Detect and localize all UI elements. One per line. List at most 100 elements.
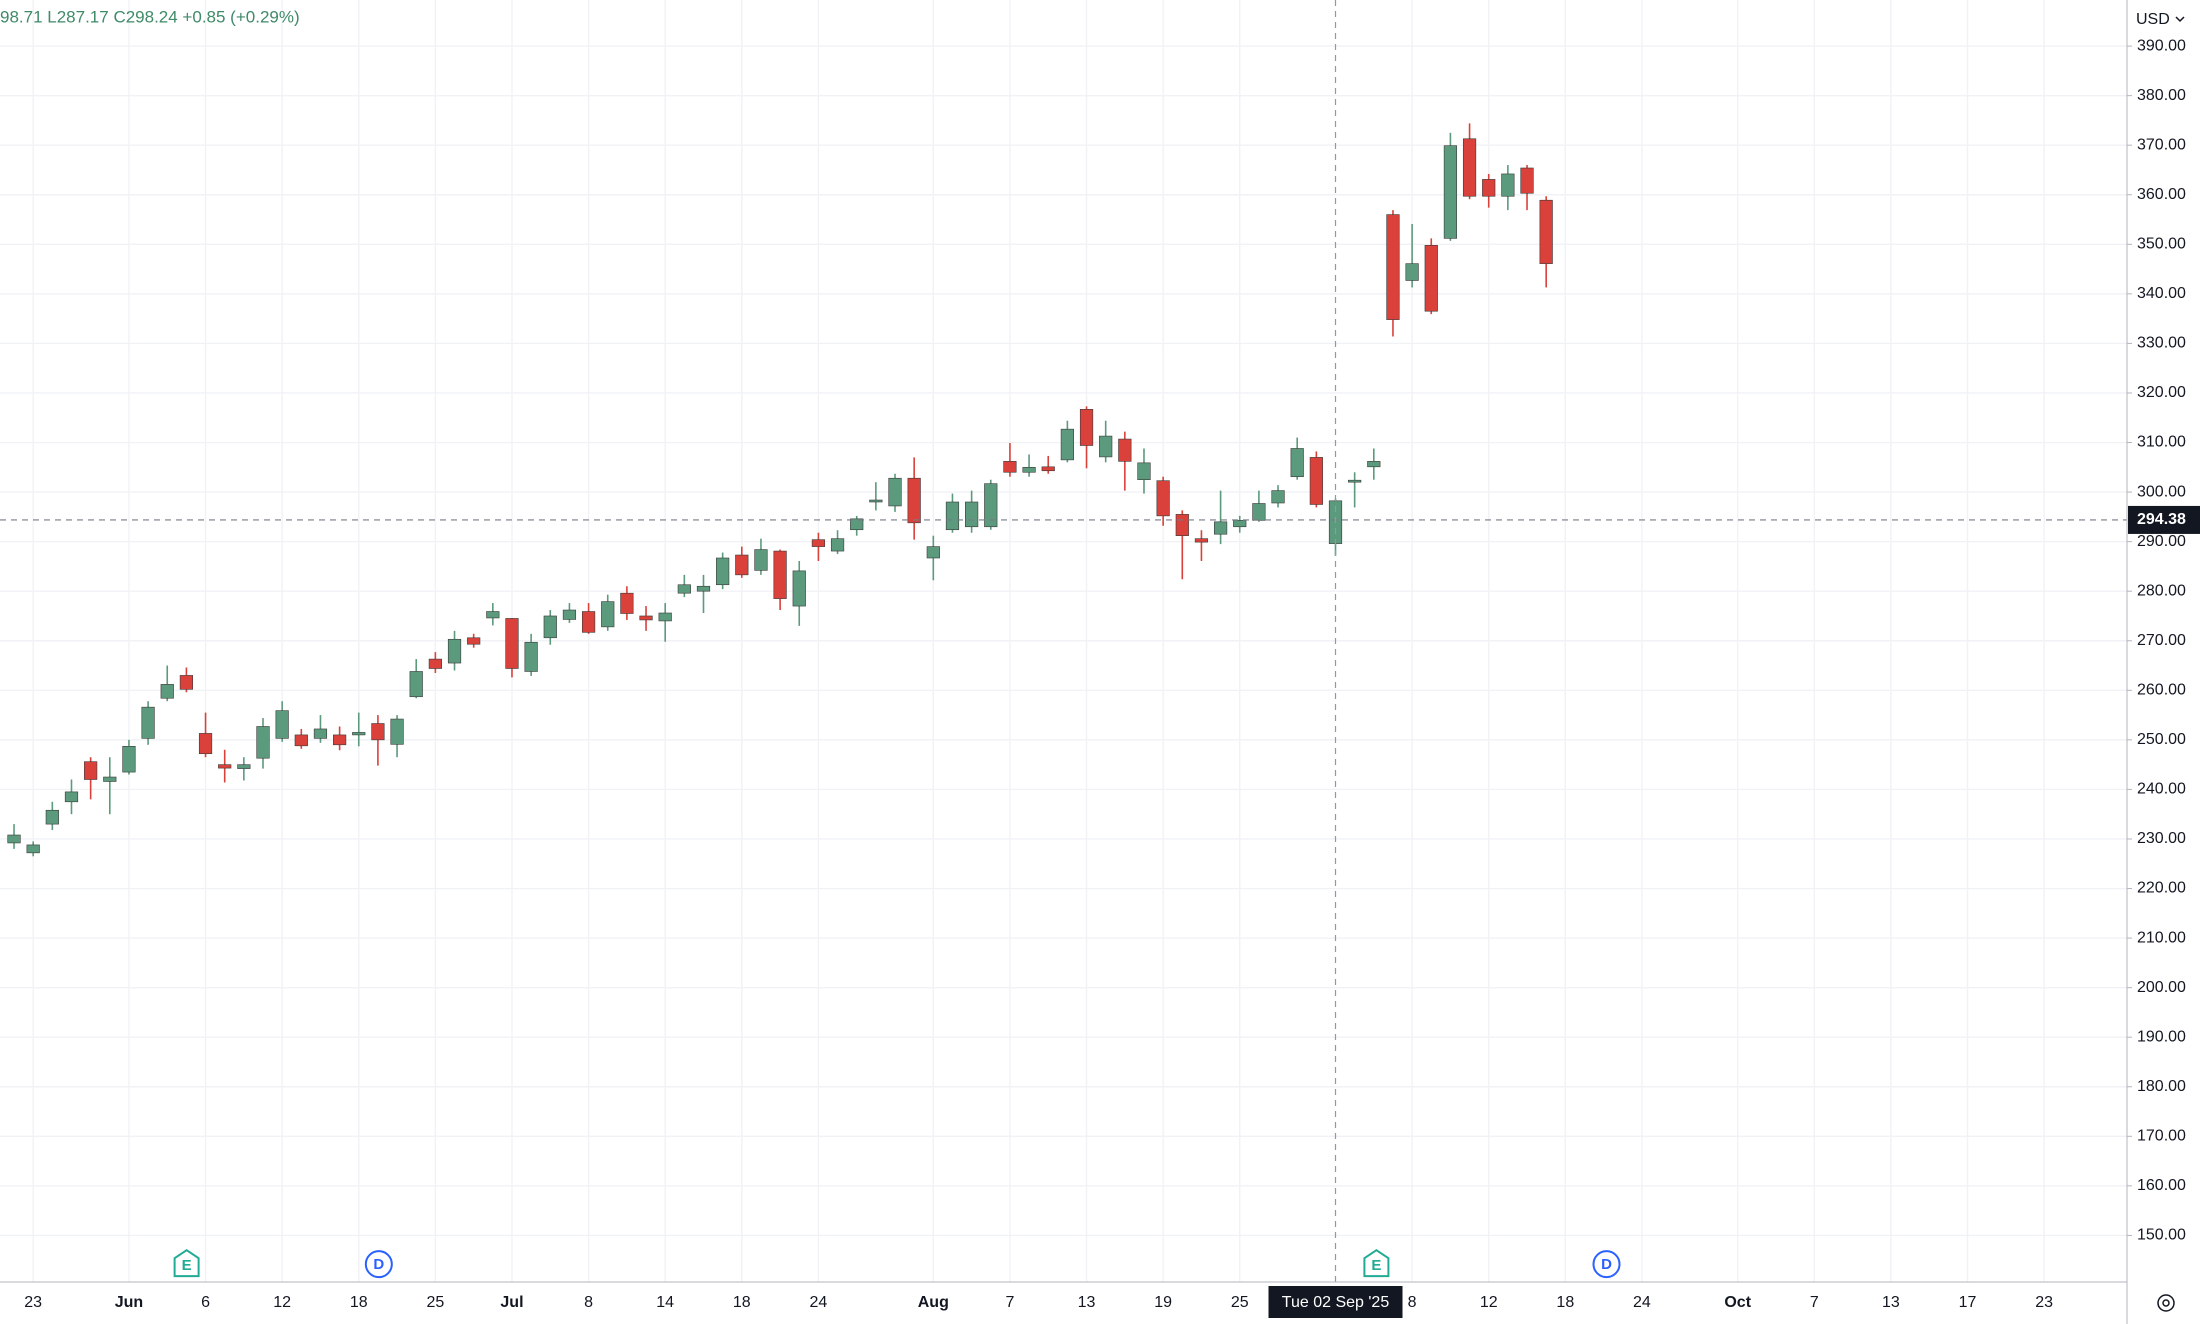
y-tick-label: 300.00 xyxy=(2137,483,2186,500)
gear-ring[interactable] xyxy=(2157,1294,2175,1312)
y-tick-label: 340.00 xyxy=(2137,285,2186,302)
gear-center[interactable] xyxy=(2162,1299,2170,1307)
candle-body xyxy=(1233,520,1247,528)
candle-body xyxy=(352,732,366,736)
candle-body xyxy=(850,518,864,531)
y-tick-label: 380.00 xyxy=(2137,87,2186,104)
x-tick-label: Oct xyxy=(1724,1294,1751,1311)
event-label[interactable]: E xyxy=(182,1257,192,1274)
crosshair-x-label: Tue 02 Sep '25 xyxy=(1282,1294,1390,1311)
candle-body xyxy=(122,746,136,773)
candle-body xyxy=(1405,263,1419,281)
candle-body xyxy=(160,684,174,699)
candle-body xyxy=(371,723,385,741)
candle-body xyxy=(562,609,577,620)
candle-body xyxy=(1213,521,1228,535)
x-tick-label: Jun xyxy=(115,1294,143,1311)
candle-body xyxy=(677,584,691,594)
crosshair xyxy=(0,0,2127,1282)
x-tick-label: 14 xyxy=(656,1294,674,1311)
currency[interactable]: USD xyxy=(2136,11,2170,28)
candle-body xyxy=(1539,199,1553,264)
crosshair-y-label-bg xyxy=(2128,505,2200,534)
event-label[interactable]: D xyxy=(1601,1256,1612,1273)
x-tick-label: 25 xyxy=(1231,1294,1249,1311)
candle-body xyxy=(103,776,117,782)
axes: 150.00 160.00 170.00 180.00 190.00 200.00 210.… xyxy=(24,37,2200,1318)
candle-body xyxy=(1462,138,1477,197)
candle-body xyxy=(1175,514,1189,536)
candles xyxy=(7,123,1553,857)
candle-body xyxy=(716,557,730,586)
x-tick-label: 18 xyxy=(350,1294,368,1311)
y-tick-label: 330.00 xyxy=(2137,335,2186,352)
x-tick-label: 17 xyxy=(1959,1294,1977,1311)
y-tick-label: 390.00 xyxy=(2137,37,2186,54)
candle-body xyxy=(792,570,806,607)
candle-body xyxy=(524,641,538,672)
y-tick-label: 350.00 xyxy=(2137,236,2186,253)
grid xyxy=(0,0,2127,1282)
candle-body xyxy=(1309,457,1323,505)
candle-body xyxy=(926,546,940,559)
candle-body xyxy=(1003,461,1017,473)
x-tick-label: 8 xyxy=(584,1294,593,1311)
x-tick-label: 18 xyxy=(733,1294,751,1311)
candle-body xyxy=(409,671,423,698)
x-tick-label: 12 xyxy=(1480,1294,1498,1311)
candle-body xyxy=(486,611,500,619)
candle-body xyxy=(696,585,711,592)
y-tick-label: 250.00 xyxy=(2137,731,2186,748)
candle-body xyxy=(1099,435,1113,458)
candle-body xyxy=(141,706,155,739)
candle-body xyxy=(735,554,749,576)
candle-body xyxy=(1252,503,1266,521)
candle-body xyxy=(965,501,979,528)
candle-body xyxy=(1079,409,1094,446)
y-tick-label: 370.00 xyxy=(2137,136,2186,153)
y-tick-label: 290.00 xyxy=(2137,533,2186,550)
candle-body xyxy=(1060,428,1074,461)
candle-body xyxy=(179,675,193,690)
y-tick-label: 260.00 xyxy=(2137,682,2186,699)
currency-chevron[interactable] xyxy=(2175,16,2185,23)
x-tick-label: 7 xyxy=(1005,1294,1014,1311)
x-tick-label: 13 xyxy=(1882,1294,1900,1311)
crosshair-y-label: 294.38 xyxy=(2137,511,2186,528)
candle-body xyxy=(601,601,615,628)
settings-icon[interactable] xyxy=(2157,1294,2175,1312)
x-tick-label: 19 xyxy=(1154,1294,1172,1311)
event-label[interactable]: D xyxy=(373,1256,384,1273)
candle-body xyxy=(313,728,328,739)
candle-body xyxy=(888,477,902,507)
candle-body xyxy=(45,809,59,825)
x-tick-label: 13 xyxy=(1078,1294,1096,1311)
candle-body xyxy=(543,615,557,639)
candle-body xyxy=(294,734,308,747)
y-tick-label: 280.00 xyxy=(2137,582,2186,599)
candle-body xyxy=(1520,167,1534,194)
y-tick-label: 210.00 xyxy=(2137,929,2186,946)
x-tick-label: Aug xyxy=(918,1294,949,1311)
event-marker[interactable] xyxy=(173,1248,200,1278)
x-tick-label: 18 xyxy=(1556,1294,1574,1311)
event-marker[interactable] xyxy=(364,1250,393,1279)
candle-body xyxy=(1367,461,1381,468)
candle-body xyxy=(581,611,596,633)
candle-body xyxy=(1424,244,1438,312)
y-tick-label: 160.00 xyxy=(2137,1177,2186,1194)
candle-body xyxy=(428,658,442,669)
candle-body xyxy=(84,761,98,780)
ohlc-info: 98.71 L287.17 C298.24 +0.85 (+0.29%) xyxy=(0,7,300,26)
event-marker[interactable] xyxy=(1592,1250,1621,1279)
candle-body xyxy=(64,791,79,803)
x-tick-label: 6 xyxy=(201,1294,210,1311)
event-label[interactable]: E xyxy=(1371,1257,1381,1274)
y-tick-label: 180.00 xyxy=(2137,1078,2186,1095)
event-marker[interactable] xyxy=(1363,1248,1390,1278)
candle-body xyxy=(1386,214,1400,320)
candle-body xyxy=(1156,480,1170,517)
x-tick-label: 24 xyxy=(1633,1294,1651,1311)
y-tick-label: 320.00 xyxy=(2137,384,2186,401)
